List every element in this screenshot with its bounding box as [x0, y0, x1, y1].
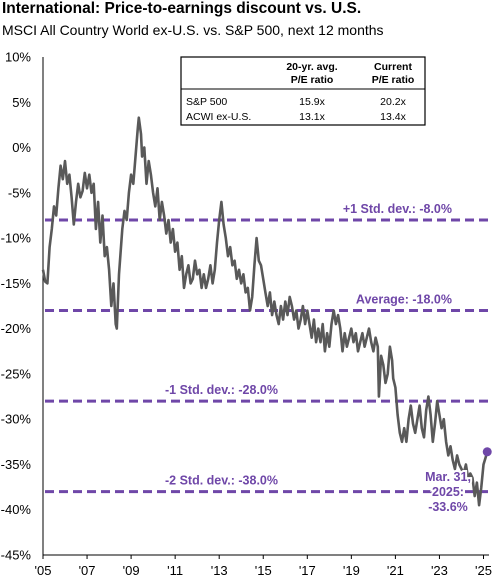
chart-subtitle: MSCI All Country World ex-U.S. vs. S&P 5…	[2, 22, 384, 38]
pe-table-box	[180, 56, 426, 126]
x-tick-label: '23	[431, 563, 448, 578]
x-tick-label: '25	[475, 563, 492, 578]
pe-table-cell: 15.9x	[299, 96, 325, 108]
pe-table-cell: S&P 500	[186, 96, 227, 108]
x-tick-label: '21	[387, 563, 404, 578]
y-tick-label: 5%	[12, 95, 31, 110]
y-tick-label: -45%	[1, 548, 32, 563]
x-tick-label: '07	[79, 563, 96, 578]
y-tick-label: -5%	[8, 185, 32, 200]
x-tick-label: '19	[343, 563, 360, 578]
y-tick-label: 0%	[12, 140, 31, 155]
y-tick-label: 10%	[5, 50, 31, 65]
reference-label: Average: -18.0%	[356, 293, 452, 307]
series-line	[41, 116, 489, 507]
pe-table-cell: 20.2x	[380, 96, 406, 108]
end-point-label: Mar. 31,	[425, 470, 471, 484]
y-tick-label: -20%	[1, 321, 32, 336]
y-tick-label: -15%	[1, 276, 32, 291]
reference-label: -1 Std. dev.: -28.0%	[165, 383, 278, 397]
end-point-marker	[482, 447, 492, 457]
pe-table-cell: 13.4x	[380, 111, 406, 123]
reference-label: -2 Std. dev.: -38.0%	[165, 474, 278, 488]
pe-table-header: P/E ratio	[291, 74, 334, 86]
y-tick-label: -40%	[1, 502, 32, 517]
x-tick-label: '15	[255, 563, 272, 578]
y-tick-label: -30%	[1, 412, 32, 427]
y-tick-label: -35%	[1, 457, 32, 472]
y-tick-label: -25%	[1, 366, 32, 381]
x-tick-label: '09	[123, 563, 140, 578]
chart-title: International: Price-to-earnings discoun…	[2, 0, 362, 17]
x-tick-label: '05	[35, 563, 52, 578]
pe-table-header: P/E ratio	[372, 74, 415, 86]
y-tick-label: -10%	[1, 231, 32, 246]
x-tick-label: '11	[167, 563, 183, 578]
pe-table-header: 20-yr. avg.	[286, 61, 337, 73]
x-tick-label: '17	[299, 563, 316, 578]
x-tick-label: '13	[211, 563, 228, 578]
pe-table-header: Current	[374, 61, 412, 73]
end-point-label: -33.6%	[428, 500, 468, 514]
pe-table-cell: 13.1x	[299, 111, 325, 123]
end-point-label: 2025:	[432, 485, 464, 499]
reference-label: +1 Std. dev.: -8.0%	[343, 202, 452, 216]
pe-table-cell: ACWI ex-U.S.	[186, 111, 251, 123]
